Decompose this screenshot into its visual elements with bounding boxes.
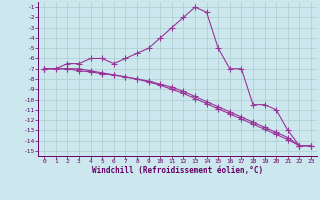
X-axis label: Windchill (Refroidissement éolien,°C): Windchill (Refroidissement éolien,°C) xyxy=(92,166,263,175)
